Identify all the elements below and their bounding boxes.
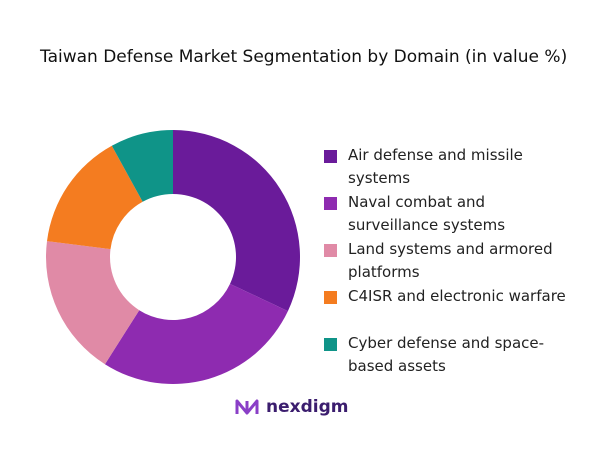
legend-swatch — [324, 150, 337, 163]
legend-item: C4ISR and electronic warfare — [324, 285, 574, 332]
donut-slice — [47, 145, 143, 250]
donut-slice — [104, 283, 288, 384]
brand-name: nexdigm — [266, 397, 349, 417]
legend-item: Land systems and armored platforms — [324, 238, 574, 285]
brand: nexdigm — [234, 396, 348, 418]
legend-label: Naval combat and surveillance systems — [348, 193, 506, 234]
chart-title: Taiwan Defense Market Segmentation by Do… — [40, 47, 568, 67]
donut-slice — [111, 130, 173, 202]
legend-swatch — [324, 244, 337, 257]
donut-slice — [173, 130, 300, 312]
legend-label: Land systems and armored platforms — [348, 240, 553, 281]
legend-label: Air defense and missile systems — [348, 146, 523, 187]
legend-item: Air defense and missile systems — [324, 144, 574, 191]
legend-swatch — [324, 197, 337, 210]
brand-logo — [235, 399, 259, 415]
legend-swatch — [324, 291, 337, 304]
donut-slice — [46, 241, 140, 365]
legend-label: C4ISR and electronic warfare — [348, 287, 566, 305]
legend-item: Naval combat and surveillance systems — [324, 191, 574, 238]
legend-label: Cyber defense and space-based assets — [348, 334, 545, 375]
legend: Air defense and missile systems Naval com… — [324, 144, 574, 379]
legend-item: Cyber defense and space-based assets — [324, 332, 574, 379]
legend-swatch — [324, 338, 337, 351]
